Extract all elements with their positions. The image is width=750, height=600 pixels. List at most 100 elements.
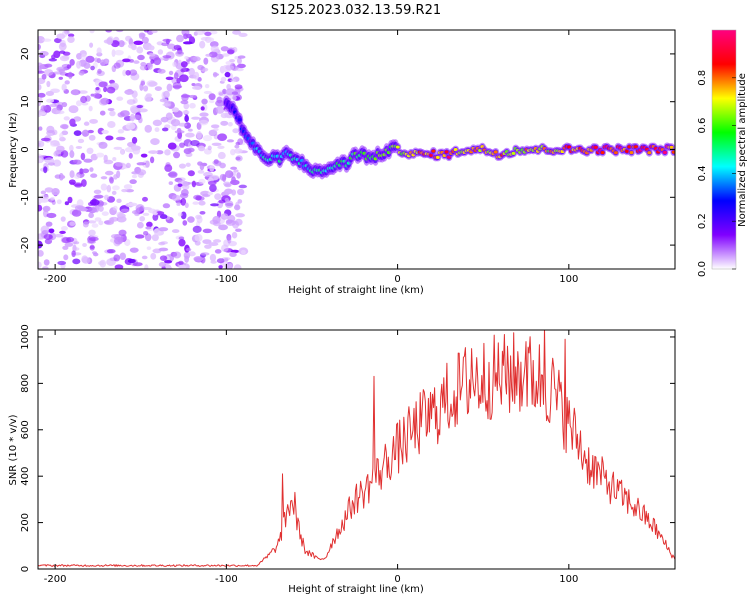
spectrogram-noise-point [38, 204, 43, 212]
spectrogram-noise-point [129, 247, 139, 253]
spectrogram-noise-point [50, 196, 55, 201]
spectrogram-noise-point [115, 136, 126, 141]
spectrogram-noise-point [152, 248, 162, 254]
spectrogram-noise-point [46, 130, 56, 136]
spectrogram-noise-point [87, 220, 97, 224]
spectrogram-noise-point [137, 54, 145, 61]
spectrogram-noise-point [173, 151, 181, 159]
spectrogram-noise-point [178, 163, 187, 169]
spectrogram-noise-point [133, 60, 140, 64]
spectrogram-noise-point [90, 173, 98, 178]
spectrogram-noise-point [88, 229, 96, 236]
spectrogram-noise-point [93, 252, 99, 257]
spectrogram-noise-point [202, 135, 213, 142]
spectrogram-noise-point [67, 33, 75, 38]
spectrogram-noise-point [184, 114, 189, 123]
spectrogram-noise-point [161, 127, 169, 132]
spectrogram-noise-point [148, 52, 156, 57]
spectrogram-noise-point [77, 138, 85, 144]
spectrogram-noise-point [176, 77, 181, 84]
spectrogram-noise-point [113, 174, 118, 180]
spectrogram-noise-point [132, 262, 143, 267]
spectrogram-noise-point [82, 168, 90, 174]
spectrogram-noise-point [38, 240, 43, 249]
spectrogram-noise-point [183, 33, 189, 40]
spectrogram-noise-point [182, 110, 190, 115]
spectrogram-noise-point [180, 94, 191, 98]
colorbar-gradient [712, 30, 736, 269]
spectrogram-noise-point [105, 30, 113, 33]
spectrogram-ridge-point [629, 151, 634, 155]
spectrogram-noise-point [177, 131, 183, 139]
spectrogram-noise-point [116, 96, 124, 101]
spectrogram-noise-point [234, 144, 240, 149]
spectrogram-ridge-point [237, 118, 242, 122]
spectrogram-noise-point [193, 71, 200, 80]
spectrogram-noise-point [224, 188, 233, 195]
spectrogram-noise-point [100, 183, 108, 191]
spectrogram-noise-point [171, 194, 181, 202]
spectrogram-noise-point [149, 156, 155, 164]
spectrogram-noise-point [116, 211, 125, 217]
spectrogram-noise-point [103, 159, 114, 165]
snr-y-label: SNR (10 * v/v) [8, 414, 19, 485]
spectrogram-noise-point [229, 251, 237, 258]
spectrogram-noise-point [72, 244, 77, 253]
spectrogram-noise-point [58, 76, 64, 80]
spectrogram-noise-point [112, 157, 117, 162]
spectrogram-noise-point [183, 148, 192, 155]
spectrogram-noise-point [109, 177, 114, 184]
spectrogram-noise-point [116, 215, 127, 223]
spectrogram-noise-point [101, 129, 109, 135]
spectrogram-noise-point [191, 116, 201, 120]
spectrogram-noise-point [122, 58, 131, 63]
spectrogram-noise-point [159, 98, 168, 103]
spectrogram-noise-point [61, 30, 68, 38]
spectrogram-noise-point [225, 64, 235, 71]
spectrogram-noise-point [141, 255, 148, 260]
snr-x-label: Height of straight line (km) [288, 584, 424, 595]
spectrogram-noise-point [79, 168, 84, 175]
spectrogram-noise-point [165, 112, 173, 120]
spectrogram-noise-point [178, 260, 184, 266]
spectrogram-noise-point [128, 152, 133, 159]
spectrogram-noise-point [81, 129, 90, 137]
spectrogram-noise-point [120, 208, 130, 213]
spectrogram-noise-point [208, 129, 218, 137]
colorbar-frame [711, 29, 737, 270]
figure-title: S125.2023.032.13.59.R21 [271, 3, 441, 18]
spectrogram-noise-point [233, 148, 243, 154]
spectrogram-noise-point [94, 57, 99, 63]
spectrogram-noise-point [63, 116, 70, 121]
spectrogram-noise-point [58, 42, 67, 51]
spectrogram-noise-point [185, 162, 191, 167]
spectrogram-noise-point [88, 212, 94, 219]
spectrogram-noise-point [204, 31, 212, 36]
spectrogram-noise-point [150, 138, 160, 146]
spectrogram-noise-point [69, 221, 76, 226]
spectrogram-noise-point [240, 249, 246, 255]
spectrogram-noise-point [69, 150, 75, 159]
spectrogram-noise-point [129, 69, 138, 76]
spectrogram-noise-point [136, 46, 144, 54]
spectrogram-noise-point [223, 181, 231, 186]
spectrogram-noise-point [159, 255, 168, 261]
spectrogram-noise-point [54, 174, 62, 179]
spectrogram-noise-point [158, 262, 167, 268]
spectrogram-noise-point [73, 174, 81, 180]
spectrogram-noise-point [46, 98, 55, 103]
spectrogram-noise-point [97, 68, 102, 74]
spectrogram-noise-point [213, 159, 219, 164]
spectrogram-noise-point [66, 64, 72, 69]
spectrogram-noise-point [48, 228, 55, 234]
spectrogram-noise-point [61, 237, 72, 244]
spectrogram-noise-point [162, 103, 171, 107]
spectrogram-noise-point [236, 188, 245, 196]
spectrogram-noise-point [122, 69, 127, 77]
spectrogram-noise-point [221, 244, 229, 252]
spectrogram-noise-point [76, 199, 84, 208]
spectrogram-noise-point [217, 151, 226, 160]
spectrogram-noise-point [164, 149, 171, 156]
spectrogram-noise-point [69, 170, 75, 179]
